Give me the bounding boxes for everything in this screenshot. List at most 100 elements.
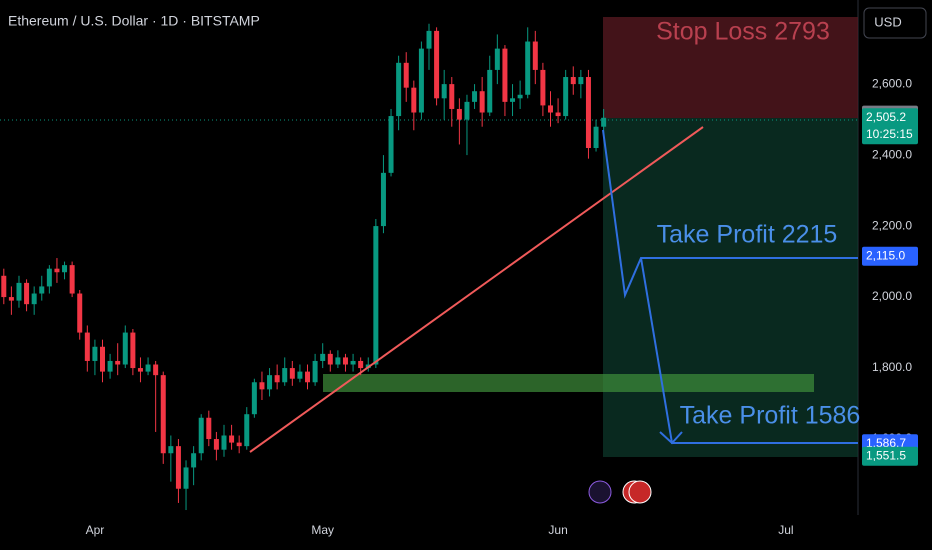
candle-body bbox=[39, 286, 45, 294]
candle-body bbox=[585, 77, 591, 149]
candle-body bbox=[593, 126, 599, 149]
candle-body bbox=[115, 360, 121, 365]
candle-body bbox=[441, 84, 447, 99]
candle-body bbox=[122, 332, 128, 365]
candle-body bbox=[213, 439, 219, 450]
candle-body bbox=[69, 265, 75, 294]
candle-body bbox=[1, 275, 7, 298]
candle-body bbox=[525, 41, 531, 95]
price-label-box bbox=[862, 446, 918, 466]
candle-body bbox=[62, 265, 68, 273]
x-tick-label: Apr bbox=[86, 523, 105, 537]
currency-label[interactable]: USD bbox=[874, 14, 901, 29]
candle-body bbox=[449, 84, 455, 109]
candle-body bbox=[259, 382, 265, 390]
x-tick-label: Jun bbox=[548, 523, 567, 537]
candle-body bbox=[8, 297, 14, 301]
candle-body bbox=[464, 101, 470, 120]
candle-body bbox=[411, 87, 417, 113]
candle-body bbox=[472, 91, 478, 102]
candle-body bbox=[229, 435, 235, 443]
y-tick-label: 1,800.0 bbox=[872, 360, 912, 374]
candle-body bbox=[267, 375, 273, 390]
y-tick-label: 2,600.0 bbox=[872, 76, 912, 90]
candle-body bbox=[160, 375, 166, 454]
candle-body bbox=[380, 172, 386, 227]
candle-body bbox=[350, 360, 356, 365]
candle-body bbox=[396, 62, 402, 117]
candle-body bbox=[373, 226, 379, 365]
candle-body bbox=[84, 332, 90, 361]
candle-body bbox=[335, 357, 341, 365]
stop-loss-zone bbox=[603, 17, 858, 118]
candle-body bbox=[168, 446, 174, 454]
currency-button[interactable] bbox=[863, 7, 927, 39]
x-tick-label: Jul bbox=[778, 523, 793, 537]
candle-body bbox=[320, 353, 326, 361]
candle-body bbox=[418, 48, 424, 113]
candle-body bbox=[555, 112, 561, 117]
candle-body bbox=[24, 282, 30, 305]
candle-body bbox=[547, 105, 553, 113]
candle-body bbox=[221, 435, 227, 450]
support-zone bbox=[323, 374, 814, 392]
candle-body bbox=[92, 346, 98, 361]
candle-body bbox=[282, 368, 288, 383]
candle-body bbox=[297, 371, 303, 379]
price-label: 2,505.2 bbox=[866, 110, 906, 124]
candle-body bbox=[487, 69, 493, 113]
candle-body bbox=[54, 268, 60, 273]
candle-body bbox=[517, 94, 523, 99]
candle-body bbox=[198, 417, 204, 454]
candle-body bbox=[175, 446, 181, 489]
candle-body bbox=[494, 48, 500, 70]
candle-body bbox=[183, 467, 189, 489]
candle-body bbox=[456, 108, 462, 120]
take-profit-label: Take Profit 1586 bbox=[680, 402, 861, 430]
arrow-head bbox=[659, 431, 683, 445]
candle-body bbox=[137, 368, 143, 372]
trend-line bbox=[249, 126, 704, 453]
candle-body bbox=[570, 77, 576, 85]
price-label-box bbox=[862, 108, 918, 145]
candle-body bbox=[191, 453, 197, 468]
candle-body bbox=[403, 62, 409, 88]
price-label: 1,551.5 bbox=[866, 448, 906, 462]
candle-body bbox=[244, 414, 250, 447]
candle-body bbox=[107, 360, 113, 372]
stop-loss-label: Stop Loss 2793 bbox=[656, 18, 830, 46]
candle-body bbox=[388, 116, 394, 173]
candle-body bbox=[31, 293, 37, 305]
candle-body bbox=[532, 41, 538, 70]
candle-body bbox=[563, 77, 569, 117]
price-label: 1,586.7 bbox=[866, 436, 906, 450]
chart-title: Ethereum / U.S. Dollar · 1D · BITSTAMP bbox=[8, 13, 260, 29]
candle-body bbox=[312, 360, 318, 383]
candle-body bbox=[342, 357, 348, 365]
candle-body bbox=[601, 117, 607, 127]
candle-body bbox=[540, 69, 546, 106]
x-tick-label: May bbox=[311, 523, 334, 537]
y-tick-label: 2,000.0 bbox=[872, 289, 912, 303]
candle-body bbox=[274, 375, 280, 383]
event-icon[interactable] bbox=[588, 480, 612, 504]
candle-body bbox=[16, 282, 22, 301]
candle-body bbox=[305, 371, 311, 383]
candle-body bbox=[206, 417, 212, 440]
candle-body bbox=[502, 48, 508, 102]
candle-body bbox=[479, 91, 485, 113]
candle-body bbox=[145, 364, 151, 372]
candle-body bbox=[130, 332, 136, 369]
candle-body bbox=[236, 442, 242, 447]
candle-body bbox=[289, 368, 295, 379]
candle-body bbox=[46, 268, 52, 287]
y-tick-label: 2,200.0 bbox=[872, 218, 912, 232]
candle-body bbox=[153, 364, 159, 376]
price-label-box bbox=[862, 246, 918, 266]
candle-body bbox=[426, 30, 432, 49]
candle-body bbox=[77, 293, 83, 333]
price-label: 2,115.0 bbox=[866, 248, 905, 262]
event-icon[interactable] bbox=[628, 480, 652, 504]
